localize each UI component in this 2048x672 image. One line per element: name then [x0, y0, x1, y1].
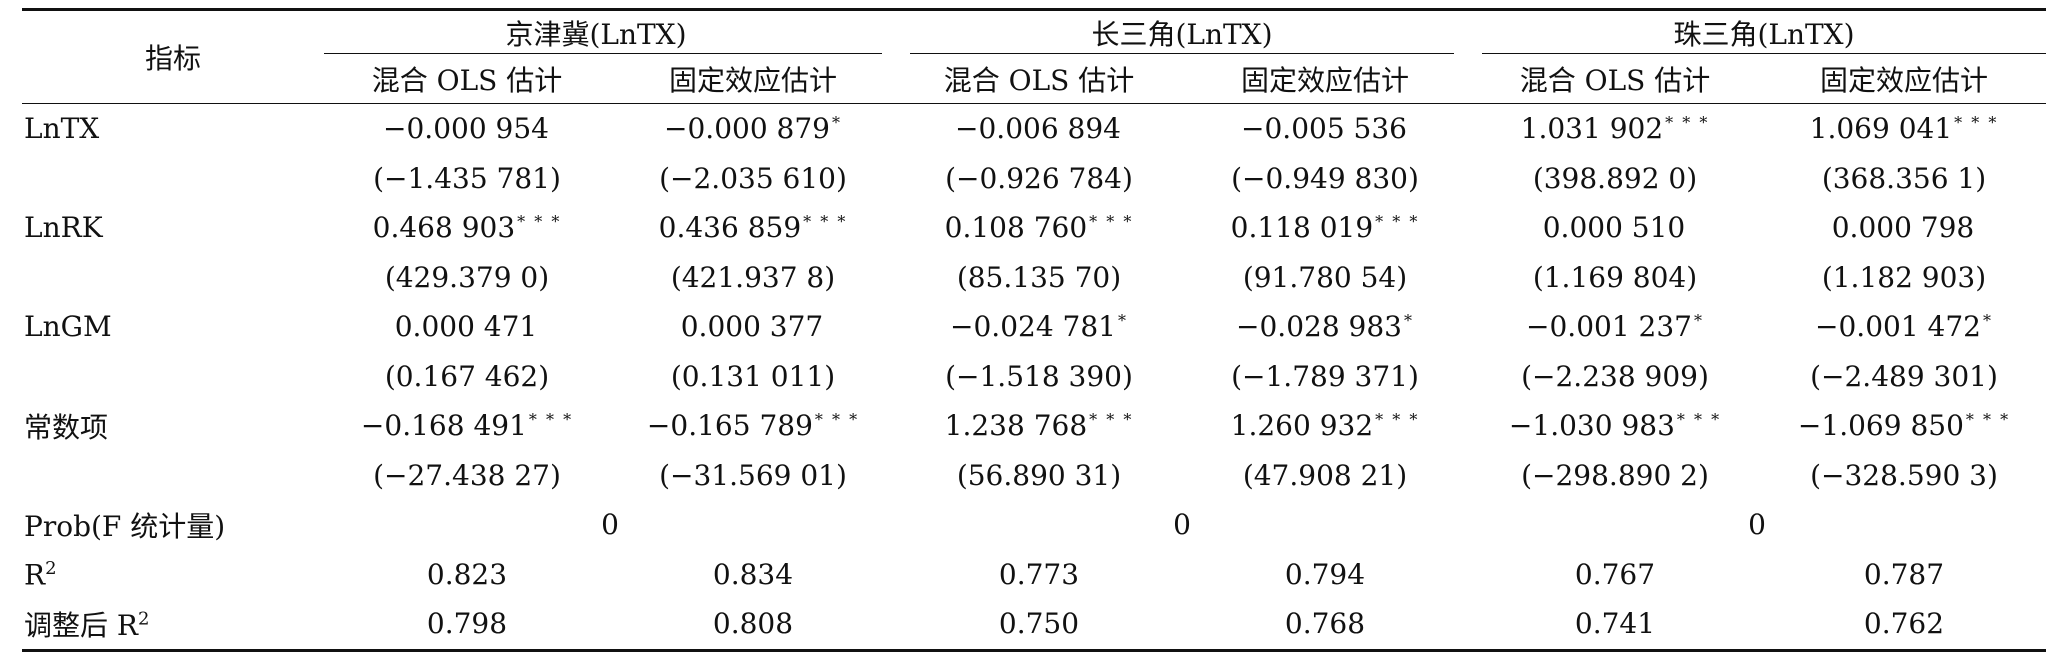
prob-cell: 0: [1173, 508, 1191, 542]
t-stat-cell: (−328.590 3): [1810, 458, 1998, 492]
r2-cell: 0.767: [1574, 557, 1656, 591]
t-stat-cell: (−0.926 784): [945, 161, 1133, 195]
table-row-lngm-coef: LnGM 0.000 471 0.000 377 −0.024 781 * −0.…: [22, 302, 2046, 352]
coef-cell: 0.118 019 * * *: [1230, 211, 1420, 245]
t-stat-cell: (−298.890 2): [1521, 458, 1709, 492]
coef-cell: 0.000 471: [394, 310, 538, 344]
coef-cell: −0.006 894: [955, 112, 1121, 146]
t-stat-cell: (47.908 21): [1242, 458, 1408, 492]
row-label-header: 指标: [22, 8, 324, 104]
adj-r2-cell: 0.762: [1762, 599, 2046, 652]
coef-cell: 0.436 859 * * *: [658, 211, 848, 245]
table-row-lnrk-coef: LnRK 0.468 903 * * * 0.436 859 * * * 0.108…: [22, 203, 2046, 253]
col-header-pooled-ols: 混合 OLS 估计: [896, 55, 1182, 104]
coef-cell: −0.024 781 *: [950, 310, 1128, 344]
col-header-pooled-ols: 混合 OLS 估计: [1468, 55, 1762, 104]
t-stat-cell: (421.937 8): [670, 260, 836, 294]
group-header-zhusanjiao: 珠三角(LnTX): [1468, 8, 2046, 55]
coef-cell: −0.001 472 *: [1815, 310, 1993, 344]
coef-cell: −0.028 983 *: [1236, 310, 1414, 344]
table-row-adjusted-r-squared: 调整后 R2 0.798 0.808 0.750 0.768 0.741 0.7…: [22, 599, 2046, 652]
t-stat-cell: (−1.789 371): [1231, 359, 1419, 393]
adj-r2-cell: 0.741: [1468, 599, 1762, 652]
col-header-pooled-ols: 混合 OLS 估计: [324, 55, 610, 104]
r2-cell: 0.794: [1284, 557, 1366, 591]
table-row-constant-coef: 常数项 −0.168 491 * * * −0.165 789 * * * 1.23…: [22, 401, 2046, 451]
t-stat-cell: (−31.569 01): [659, 458, 847, 492]
t-stat-cell: (−27.438 27): [373, 458, 561, 492]
coef-cell: 1.260 932 * * *: [1230, 409, 1420, 443]
t-stat-cell: (−2.035 610): [659, 161, 847, 195]
prob-cell: 0: [601, 508, 619, 542]
coef-cell: −0.001 237 *: [1526, 310, 1704, 344]
coef-cell: 0.468 903 * * *: [372, 211, 562, 245]
coef-cell: −0.165 789 * * *: [646, 409, 860, 443]
row-label: LnRK: [24, 211, 103, 245]
table-row-lntx-coef: LnTX −0.000 954 −0.000 879 * −0.006 894 −…: [22, 104, 2046, 154]
adj-r2-cell: 0.798: [324, 599, 610, 652]
regression-results-table: 指标 京津冀(LnTX) 长三角(LnTX) 珠三角(LnTX) 混合 OLS …: [22, 8, 2046, 652]
coef-cell: 1.238 768 * * *: [944, 409, 1134, 443]
header-row-methods: 混合 OLS 估计 固定效应估计 混合 OLS 估计 固定效应估计 混合 OLS…: [22, 55, 2046, 104]
r2-cell: 0.834: [712, 557, 794, 591]
t-stat-cell: (91.780 54): [1242, 260, 1408, 294]
t-stat-cell: (398.892 0): [1532, 161, 1698, 195]
t-stat-cell: (−2.238 909): [1521, 359, 1709, 393]
table-row-constant-t: (−27.438 27) (−31.569 01) (56.890 31) (4…: [22, 451, 2046, 501]
group-header-jingjinji: 京津冀(LnTX): [324, 8, 896, 55]
row-label: LnTX: [24, 112, 100, 146]
coef-cell: −0.168 491 * * *: [360, 409, 574, 443]
table-row-lngm-t: (0.167 462) (0.131 011) (−1.518 390) (−1…: [22, 352, 2046, 402]
col-header-fixed-effects: 固定效应估计: [610, 55, 896, 104]
row-label: 调整后 R2: [22, 599, 324, 652]
t-stat-cell: (368.356 1): [1821, 161, 1987, 195]
row-label: R2: [24, 557, 57, 591]
row-label: Prob(F 统计量): [24, 509, 226, 543]
coef-cell: −0.000 879 *: [664, 112, 842, 146]
adj-r2-cell: 0.750: [896, 599, 1182, 652]
row-label-empty: [22, 352, 324, 402]
t-stat-cell: (1.182 903): [1821, 260, 1987, 294]
col-header-fixed-effects: 固定效应估计: [1762, 55, 2046, 104]
coef-cell: 0.000 377: [680, 310, 824, 344]
coef-cell: 1.069 041 * * *: [1809, 112, 1999, 146]
t-stat-cell: (0.167 462): [384, 359, 550, 393]
coef-cell: 0.000 798: [1831, 211, 1975, 245]
coef-cell: 1.031 902 * * *: [1520, 112, 1710, 146]
table-row-lntx-t: (−1.435 781) (−2.035 610) (−0.926 784) (…: [22, 154, 2046, 204]
group-header-changsanjiao: 长三角(LnTX): [896, 8, 1468, 55]
row-label-empty: [22, 253, 324, 303]
row-label: LnGM: [24, 310, 112, 344]
coef-cell: −1.030 983 * * *: [1508, 409, 1722, 443]
coef-cell: −0.000 954: [383, 112, 549, 146]
coef-cell: −1.069 850 * * *: [1797, 409, 2011, 443]
t-stat-cell: (56.890 31): [956, 458, 1122, 492]
t-stat-cell: (−2.489 301): [1810, 359, 1998, 393]
adj-r2-cell: 0.808: [610, 599, 896, 652]
r2-cell: 0.787: [1863, 557, 1945, 591]
header-row-groups: 指标 京津冀(LnTX) 长三角(LnTX) 珠三角(LnTX): [22, 8, 2046, 104]
t-stat-cell: (0.131 011): [670, 359, 836, 393]
table-row-r-squared: R2 0.823 0.834 0.773 0.794 0.767 0.787: [22, 550, 2046, 600]
row-label-empty: [22, 451, 324, 501]
coef-cell: 0.000 510: [1542, 211, 1686, 245]
r2-cell: 0.823: [426, 557, 508, 591]
t-stat-cell: (1.169 804): [1532, 260, 1698, 294]
r2-cell: 0.773: [998, 557, 1080, 591]
coef-cell: 0.108 760 * * *: [944, 211, 1134, 245]
t-stat-cell: (−0.949 830): [1231, 161, 1419, 195]
table-row-prob-f: Prob(F 统计量) 0 0 0: [22, 500, 2046, 550]
t-stat-cell: (−1.518 390): [945, 359, 1133, 393]
adj-r2-cell: 0.768: [1182, 599, 1468, 652]
coef-cell: −0.005 536: [1241, 112, 1407, 146]
row-label-empty: [22, 154, 324, 204]
col-header-fixed-effects: 固定效应估计: [1182, 55, 1468, 104]
t-stat-cell: (429.379 0): [384, 260, 550, 294]
row-label: 常数项: [24, 410, 109, 444]
t-stat-cell: (−1.435 781): [373, 161, 561, 195]
table-row-lnrk-t: (429.379 0) (421.937 8) (85.135 70) (91.…: [22, 253, 2046, 303]
t-stat-cell: (85.135 70): [956, 260, 1122, 294]
prob-cell: 0: [1748, 508, 1766, 542]
